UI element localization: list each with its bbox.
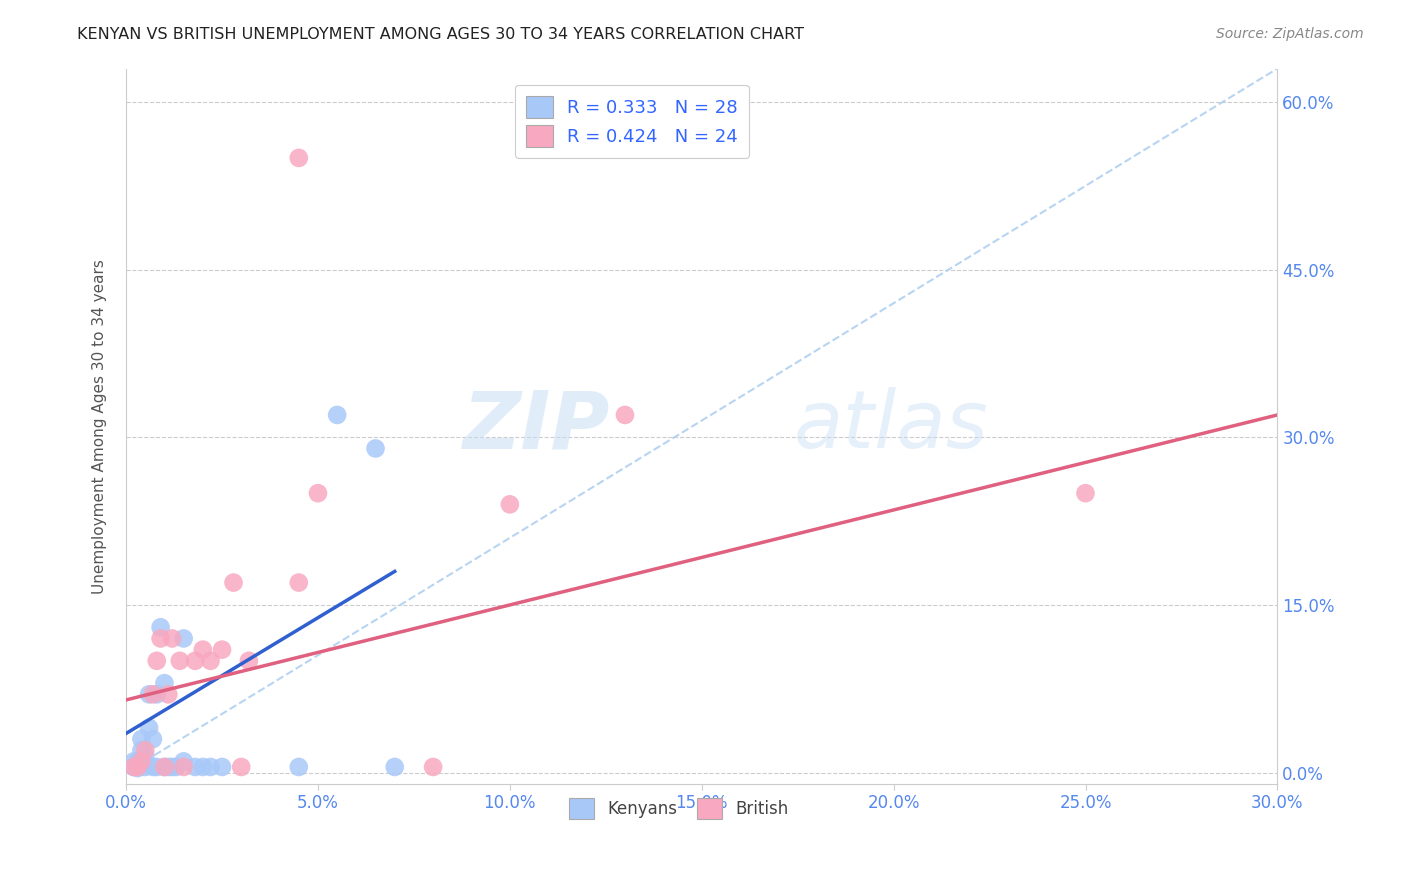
Point: [184, 760, 207, 774]
Point: [614, 408, 637, 422]
Text: Source: ZipAtlas.com: Source: ZipAtlas.com: [1216, 27, 1364, 41]
Point: [134, 743, 156, 757]
Point: [160, 632, 183, 646]
Point: [184, 654, 207, 668]
Point: [238, 654, 260, 668]
Point: [364, 442, 387, 456]
Point: [384, 760, 406, 774]
Point: [1074, 486, 1097, 500]
Point: [153, 760, 176, 774]
Point: [160, 760, 183, 774]
Point: [153, 676, 176, 690]
Legend: Kenyans, British: Kenyans, British: [562, 792, 796, 825]
Point: [146, 687, 169, 701]
Point: [169, 654, 191, 668]
Point: [157, 760, 180, 774]
Point: [142, 760, 165, 774]
Point: [173, 760, 195, 774]
Point: [122, 760, 145, 774]
Y-axis label: Unemployment Among Ages 30 to 34 years: Unemployment Among Ages 30 to 34 years: [93, 259, 107, 593]
Text: KENYAN VS BRITISH UNEMPLOYMENT AMONG AGES 30 TO 34 YEARS CORRELATION CHART: KENYAN VS BRITISH UNEMPLOYMENT AMONG AGE…: [77, 27, 804, 42]
Point: [157, 687, 180, 701]
Point: [138, 721, 160, 735]
Point: [422, 760, 444, 774]
Point: [146, 654, 169, 668]
Point: [142, 687, 165, 701]
Point: [138, 687, 160, 701]
Point: [131, 755, 153, 769]
Point: [200, 760, 222, 774]
Point: [173, 632, 195, 646]
Point: [288, 151, 311, 165]
Point: [191, 760, 214, 774]
Point: [222, 575, 245, 590]
Point: [127, 761, 149, 775]
Point: [127, 760, 149, 774]
Point: [131, 743, 153, 757]
Point: [127, 755, 149, 769]
Point: [211, 760, 233, 774]
Point: [307, 486, 329, 500]
Point: [122, 755, 145, 769]
Point: [231, 760, 253, 774]
Text: atlas: atlas: [794, 387, 988, 465]
Point: [211, 642, 233, 657]
Point: [288, 760, 311, 774]
Point: [499, 497, 522, 511]
Point: [288, 575, 311, 590]
Point: [134, 748, 156, 763]
Point: [153, 760, 176, 774]
Point: [146, 760, 169, 774]
Point: [142, 732, 165, 747]
Text: ZIP: ZIP: [463, 387, 610, 465]
Point: [165, 760, 187, 774]
Point: [149, 620, 172, 634]
Point: [134, 760, 156, 774]
Point: [149, 632, 172, 646]
Point: [200, 654, 222, 668]
Point: [191, 642, 214, 657]
Point: [173, 755, 195, 769]
Point: [122, 760, 145, 774]
Point: [131, 732, 153, 747]
Point: [326, 408, 349, 422]
